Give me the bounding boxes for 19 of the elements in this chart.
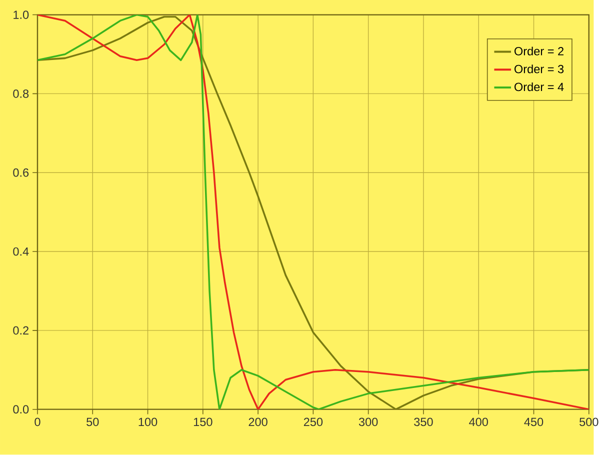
legend-label: Order = 4 xyxy=(514,82,564,92)
y-tick-label: 0.8 xyxy=(13,90,29,98)
y-tick-label: 0.0 xyxy=(13,405,29,414)
x-tick-label: 200 xyxy=(248,418,268,426)
y-tick-label: 0.6 xyxy=(13,168,29,177)
x-tick-label: 400 xyxy=(469,418,488,426)
y-tick-label: 0.2 xyxy=(13,326,28,335)
x-tick-label: 100 xyxy=(138,418,158,426)
y-tick-label: 1.0 xyxy=(14,10,29,20)
legend-label: Order = 2 xyxy=(514,46,564,56)
x-tick-label: 350 xyxy=(414,418,433,426)
x-tick-label: 150 xyxy=(194,418,212,426)
x-tick-label: 450 xyxy=(524,418,544,426)
legend-label: Order = 3 xyxy=(514,64,564,74)
x-tick-label: 250 xyxy=(304,418,323,426)
x-tick-label: 300 xyxy=(358,418,378,426)
x-tick-label: 0 xyxy=(34,418,40,426)
x-tick-label: 50 xyxy=(86,418,99,426)
y-tick-label: 0.4 xyxy=(13,247,29,256)
